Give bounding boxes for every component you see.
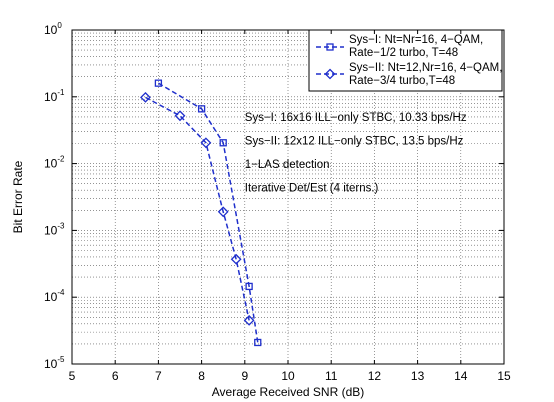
- x-tick-label-3: 8: [198, 369, 205, 383]
- y-tick-label-3: 10-3: [44, 221, 65, 237]
- legend-sys2-line2: Rate−3/4 turbo,T=48: [349, 75, 455, 87]
- x-tick-label-6: 11: [325, 369, 338, 383]
- annotation-line-2: Sys−II: 12x12 ILL−only STBC, 13.5 bps/Hz: [245, 136, 464, 148]
- x-tick-label-7: 12: [368, 369, 382, 383]
- x-axis-label: Average Received SNR (dB): [212, 385, 365, 399]
- y-axis-label: Bit Error Rate: [11, 160, 25, 233]
- annotation-line-1: Sys−I: 16x16 ILL−only STBC, 10.33 bps/Hz: [245, 112, 467, 124]
- y-tick-label-5: 10-5: [44, 355, 65, 371]
- y-tick-label-4: 10-4: [44, 288, 65, 304]
- x-tick-label-8: 13: [411, 369, 425, 383]
- x-tick-label-4: 9: [241, 369, 248, 383]
- annotation-line-4: Iterative Det/Est (4 iterns.): [245, 182, 379, 194]
- series-2-point-2: [200, 137, 212, 149]
- x-tick-label-2: 7: [155, 369, 162, 383]
- y-tick-label-2: 10-2: [44, 155, 65, 171]
- legend-marker-square: [326, 43, 334, 51]
- x-tick-label-0: 5: [69, 369, 76, 383]
- annotations: Sys−I: 16x16 ILL−only STBC, 10.33 bps/Hz…: [245, 112, 467, 195]
- series-2-point-3: [217, 206, 229, 218]
- series-2-line: [145, 96, 250, 321]
- series-2-point-4: [230, 253, 242, 265]
- legend-box: [308, 29, 503, 92]
- y-tick-label-0: 100: [44, 21, 62, 37]
- x-tick-label-9: 14: [454, 369, 468, 383]
- legend-sys2-line1: Sys−II: Nt=12,Nr=16, 4−QAM,: [349, 62, 502, 74]
- x-tick-label-10: 15: [497, 369, 511, 383]
- y-tick-label-1: 10-1: [44, 88, 65, 104]
- series-1-point-0: [154, 79, 163, 87]
- series-2-point-5: [243, 314, 255, 326]
- series-1-point-3: [245, 282, 253, 291]
- y-axis: 100 10-1 10-2 10-3 10-4 10-5: [44, 21, 504, 371]
- legend-marker-diamond: [324, 68, 336, 80]
- annotation-line-3: 1−LAS detection: [245, 159, 330, 171]
- legend: Sys−I: Nt=Nr=16, 4−QAM, Rate−1/2 turbo, …: [308, 29, 503, 92]
- x-axis: 5 6 7 8 9 10 11 12 13 14 15: [69, 30, 511, 383]
- series-1-line: [158, 82, 259, 343]
- series-1: [154, 79, 262, 347]
- series-1-point-2: [219, 139, 227, 147]
- series-1-point-4: [254, 338, 262, 347]
- legend-sys1-line1: Sys−I: Nt=Nr=16, 4−QAM,: [349, 34, 483, 46]
- series-2-point-0: [140, 91, 151, 103]
- series-layer: [140, 79, 262, 347]
- series-2: [140, 91, 255, 326]
- x-tick-label-5: 10: [281, 369, 295, 383]
- legend-sys1-line2: Rate−1/2 turbo, T=48: [349, 47, 458, 59]
- x-tick-label-1: 6: [112, 369, 119, 383]
- series-1-point-1: [197, 105, 206, 113]
- series-2-point-1: [174, 110, 186, 122]
